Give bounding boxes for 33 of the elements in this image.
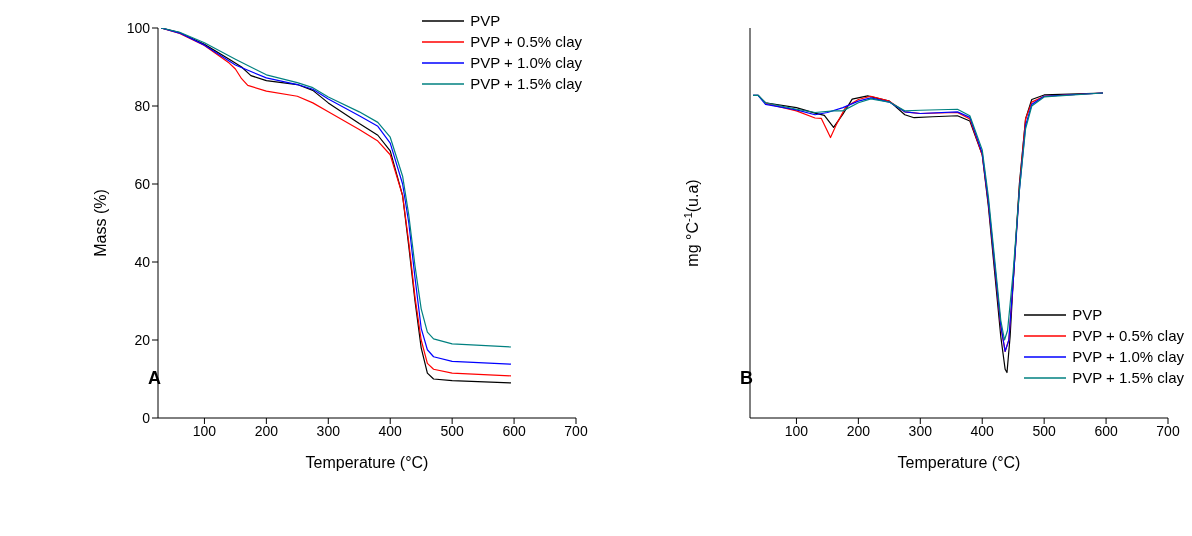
- x-tick-label: 500: [1032, 422, 1057, 439]
- legend-label: PVP: [1072, 306, 1103, 323]
- x-axis-title: Temperature (°C): [305, 454, 429, 471]
- x-axis-title: Temperature (°C): [897, 454, 1021, 471]
- x-tick-label: 400: [970, 422, 995, 439]
- annotation: A: [148, 368, 161, 389]
- x-tick-label: 700: [1156, 422, 1180, 439]
- x-tick-label: 600: [1094, 422, 1118, 439]
- legend-label: PVP + 1.5% clay: [470, 75, 582, 92]
- x-tick-label: 600: [502, 422, 526, 439]
- annotation: B: [740, 368, 753, 389]
- x-tick-label: 700: [564, 422, 588, 439]
- legend-label: PVP + 1.0% clay: [1072, 348, 1184, 365]
- y-axis-title: Mass (%): [92, 189, 109, 257]
- legend-label: PVP: [470, 12, 501, 29]
- y-tick-label: 60: [134, 175, 151, 192]
- x-tick-label: 500: [440, 422, 465, 439]
- legend-label: PVP + 0.5% clay: [470, 33, 582, 50]
- legend-label: PVP + 1.0% clay: [470, 54, 582, 71]
- y-tick-label: 100: [126, 19, 151, 36]
- x-tick-label: 100: [784, 422, 809, 439]
- y-tick-label: 20: [134, 331, 151, 348]
- x-tick-label: 300: [316, 422, 341, 439]
- x-tick-label: 100: [192, 422, 217, 439]
- y-tick-label: 40: [134, 253, 151, 270]
- x-tick-label: 300: [908, 422, 933, 439]
- y-tick-label: 0: [142, 409, 151, 426]
- x-tick-label: 400: [378, 422, 403, 439]
- legend-label: PVP + 1.5% clay: [1072, 369, 1184, 386]
- x-tick-label: 200: [254, 422, 279, 439]
- x-tick-label: 200: [846, 422, 871, 439]
- legend-label: PVP + 0.5% clay: [1072, 327, 1184, 344]
- y-tick-label: 80: [134, 97, 151, 114]
